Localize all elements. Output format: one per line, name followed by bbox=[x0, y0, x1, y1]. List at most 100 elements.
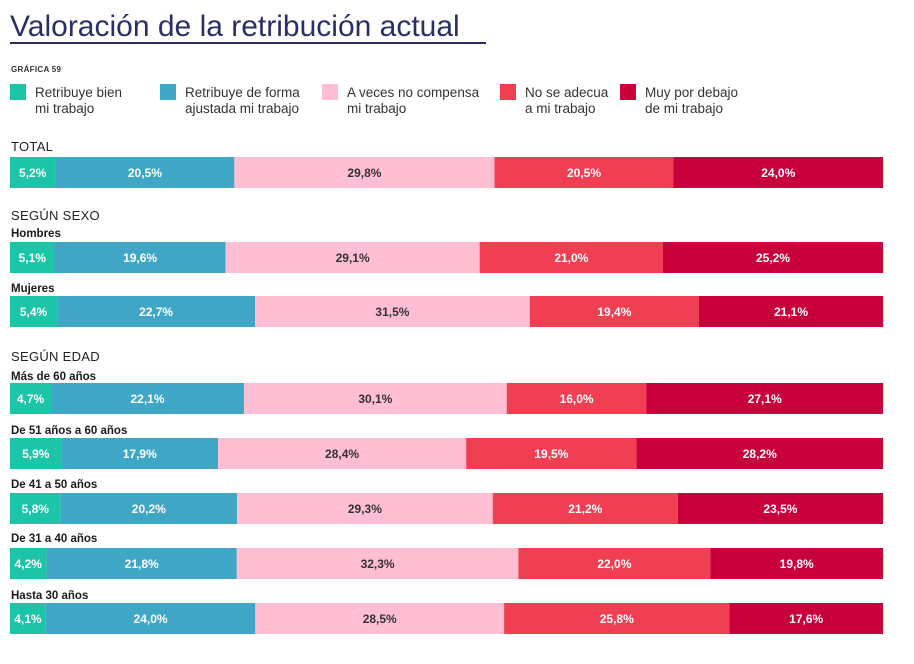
bar-group: SEGÚN SEXO Hombres 5,1% 19,6% 29,1% 21,0% 25,2… bbox=[10, 208, 883, 327]
bars: TOTAL 5,2% 20,5% 29,8% 20,5% 24,0% SEGÚN SEXO H… bbox=[10, 139, 884, 634]
data-label: 4,7% bbox=[17, 392, 45, 406]
row-label: Hasta 30 años bbox=[11, 590, 88, 602]
data-label: 27,1% bbox=[748, 392, 782, 406]
bar-segment bbox=[225, 242, 480, 273]
data-label: 21,8% bbox=[125, 557, 159, 571]
bar-segment bbox=[10, 157, 56, 188]
bar-segment bbox=[636, 438, 883, 469]
bar-segment bbox=[255, 296, 530, 327]
bar-segment bbox=[234, 157, 495, 188]
legend-label: mi trabajo bbox=[347, 101, 406, 116]
bar-segment bbox=[61, 438, 218, 469]
bar-segment bbox=[10, 438, 62, 469]
bar-segment bbox=[60, 493, 237, 524]
bar-segment bbox=[236, 548, 519, 579]
bar-row: Hombres 5,1% 19,6% 29,1% 21,0% 25,2% bbox=[10, 228, 883, 273]
bar-segment bbox=[217, 438, 467, 469]
data-label: 5,4% bbox=[20, 305, 48, 319]
data-label: 23,5% bbox=[763, 502, 797, 516]
bar-segment bbox=[46, 548, 237, 579]
data-label: 5,2% bbox=[19, 166, 47, 180]
data-label: 32,3% bbox=[361, 557, 395, 571]
group-heading: SEGÚN EDAD bbox=[11, 349, 100, 364]
bar-segment bbox=[479, 242, 663, 273]
data-label: 4,2% bbox=[15, 557, 43, 571]
legend-label: Muy por debajo bbox=[645, 85, 738, 100]
bar-segment bbox=[10, 493, 61, 524]
bar-segment bbox=[673, 157, 883, 188]
bar-segment bbox=[10, 296, 58, 327]
data-label: 21,0% bbox=[554, 251, 588, 265]
chart-title: Valoración de la retribución actual bbox=[10, 10, 460, 43]
data-label: 24,0% bbox=[761, 166, 795, 180]
data-label: 19,5% bbox=[534, 447, 568, 461]
legend-label: Retribuye bien bbox=[35, 85, 122, 100]
legend-label: Retribuye de forma bbox=[185, 85, 300, 100]
bar-segment bbox=[698, 296, 883, 327]
data-label: 20,2% bbox=[132, 502, 166, 516]
bar-segment bbox=[55, 157, 235, 188]
bar-segment bbox=[51, 383, 244, 414]
bar-segment bbox=[236, 493, 493, 524]
legend-label: No se adecua bbox=[525, 85, 609, 100]
row-label: Hombres bbox=[11, 228, 61, 240]
row-label: De 41 a 50 años bbox=[11, 479, 97, 491]
data-label: 25,8% bbox=[600, 612, 634, 626]
data-label: 21,2% bbox=[568, 502, 602, 516]
data-label: 5,1% bbox=[19, 251, 47, 265]
row-label: De 51 años a 60 años bbox=[11, 425, 127, 437]
bar-segment bbox=[504, 603, 730, 634]
legend-label: de mi trabajo bbox=[645, 101, 723, 116]
bar-row: De 31 a 40 años 4,2% 21,8% 32,3% 22,0% 19,8% bbox=[10, 533, 883, 579]
bar-segment bbox=[506, 383, 647, 414]
data-label: 29,3% bbox=[348, 502, 382, 516]
bar-segment bbox=[243, 383, 507, 414]
bar-segment bbox=[10, 242, 55, 273]
data-label: 17,9% bbox=[123, 447, 157, 461]
bar-segment bbox=[494, 157, 674, 188]
data-label: 16,0% bbox=[560, 392, 594, 406]
data-label: 28,2% bbox=[743, 447, 777, 461]
legend-swatch bbox=[322, 84, 338, 100]
data-label: 22,1% bbox=[130, 392, 164, 406]
legend-swatch bbox=[500, 84, 516, 100]
bar-segment bbox=[663, 242, 883, 273]
bar-segment bbox=[677, 493, 884, 524]
legend-label: a mi trabajo bbox=[525, 101, 596, 116]
data-label: 25,2% bbox=[756, 251, 790, 265]
data-label: 5,9% bbox=[22, 447, 50, 461]
data-label: 19,8% bbox=[780, 557, 814, 571]
bar-row: Mujeres 5,4% 22,7% 31,5% 19,4% 21,1% bbox=[10, 283, 883, 327]
bar-segment bbox=[518, 548, 711, 579]
data-label: 28,5% bbox=[363, 612, 397, 626]
bar-segment bbox=[466, 438, 637, 469]
legend-label: A veces no compensa bbox=[347, 85, 480, 100]
data-label: 31,5% bbox=[375, 305, 409, 319]
bar-group: SEGÚN EDAD Más de 60 años 4,7% 22,1% 30,1% 16… bbox=[10, 349, 884, 634]
bar-segment bbox=[45, 603, 256, 634]
bar-segment bbox=[255, 603, 505, 634]
figure-label: GRÁFICA 59 bbox=[11, 65, 62, 74]
bar-segment bbox=[529, 296, 699, 327]
data-label: 28,4% bbox=[325, 447, 359, 461]
data-label: 22,0% bbox=[597, 557, 631, 571]
row-label: Más de 60 años bbox=[11, 371, 96, 383]
row-label: De 31 a 40 años bbox=[11, 533, 97, 545]
bar-row: De 51 años a 60 años 5,9% 17,9% 28,4% 19,5% 2… bbox=[10, 425, 883, 469]
data-label: 20,5% bbox=[128, 166, 162, 180]
legend-swatch bbox=[620, 84, 636, 100]
bar-segment bbox=[10, 603, 46, 634]
data-label: 5,8% bbox=[22, 502, 50, 516]
bar-segment bbox=[492, 493, 678, 524]
bar-segment bbox=[10, 548, 47, 579]
data-label: 22,7% bbox=[139, 305, 173, 319]
bar-segment bbox=[10, 383, 52, 414]
bar-segment bbox=[57, 296, 256, 327]
data-label: 30,1% bbox=[358, 392, 392, 406]
